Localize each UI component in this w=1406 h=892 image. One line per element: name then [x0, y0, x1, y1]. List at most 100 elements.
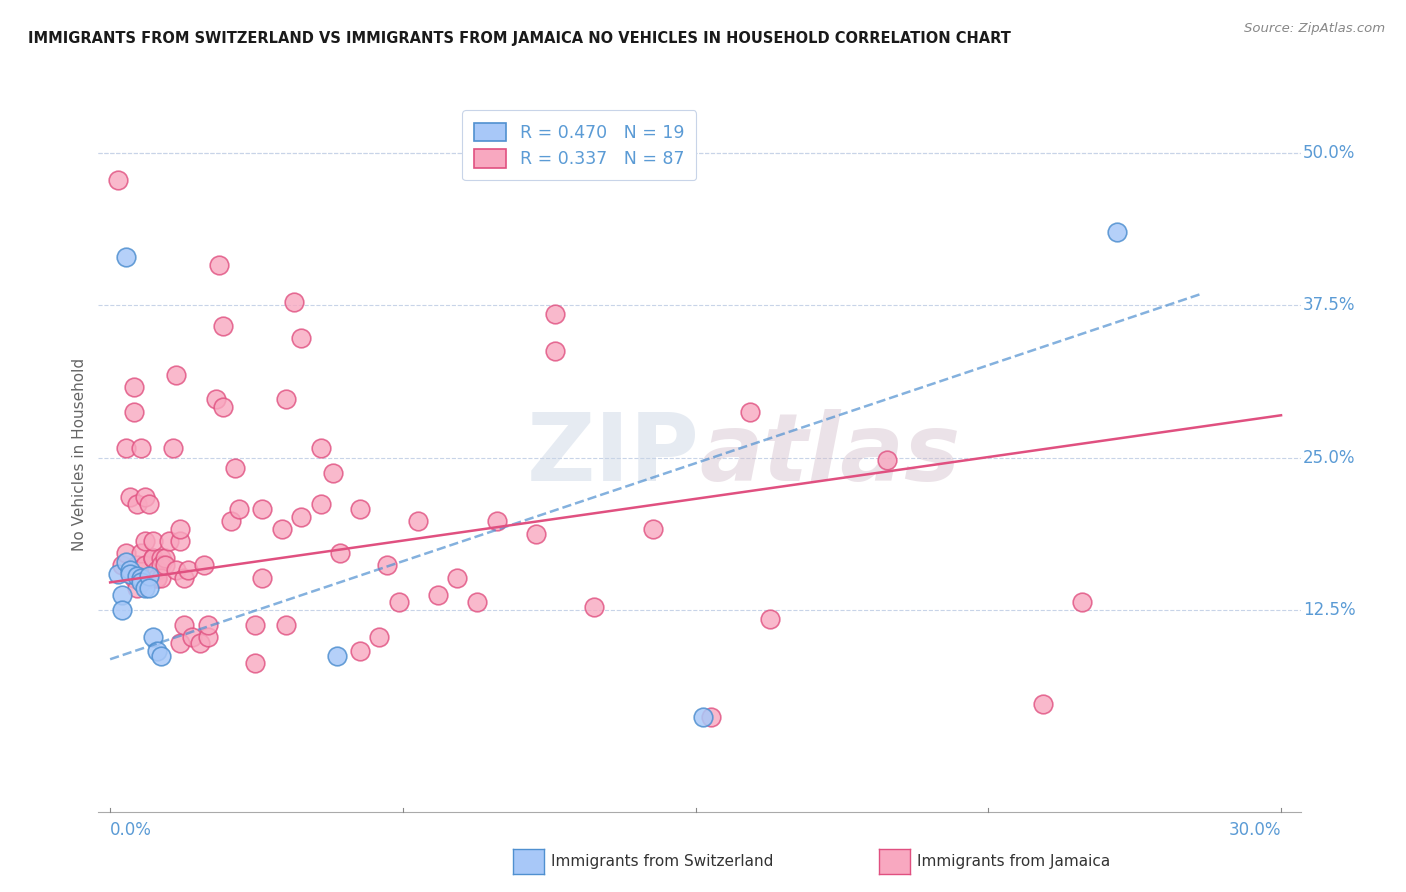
Point — [876, 453, 898, 467]
Point — [138, 570, 160, 584]
Point — [127, 497, 149, 511]
Text: 37.5%: 37.5% — [1303, 296, 1355, 315]
Point — [142, 533, 165, 548]
Point — [349, 643, 371, 657]
Point — [349, 502, 371, 516]
Point — [149, 558, 172, 573]
Point — [114, 546, 136, 560]
Point — [118, 563, 141, 577]
Point — [166, 563, 188, 577]
Point — [169, 522, 191, 536]
Point — [485, 515, 508, 529]
Point — [107, 173, 129, 187]
Point — [309, 441, 332, 455]
Point — [274, 392, 297, 407]
Point — [114, 250, 136, 264]
Text: 25.0%: 25.0% — [1303, 449, 1355, 467]
Point — [122, 404, 145, 418]
Point — [149, 648, 172, 663]
Point — [1032, 698, 1054, 712]
Point — [583, 599, 606, 614]
Point — [146, 563, 169, 577]
Point — [427, 588, 450, 602]
Point — [118, 490, 141, 504]
Point — [138, 582, 160, 596]
Point — [1107, 225, 1129, 239]
Point — [111, 588, 134, 602]
Point — [114, 441, 136, 455]
Point — [134, 533, 156, 548]
Point — [142, 551, 165, 566]
Point — [322, 466, 344, 480]
Point — [641, 522, 664, 536]
Point — [107, 566, 129, 581]
Point — [224, 460, 246, 475]
Point — [368, 630, 391, 644]
Point — [204, 392, 226, 407]
Point — [111, 558, 134, 573]
Point — [544, 343, 567, 358]
Point — [153, 551, 176, 566]
Point — [138, 497, 160, 511]
Point — [228, 502, 250, 516]
Point — [134, 558, 156, 573]
Point — [131, 570, 153, 584]
Point — [166, 368, 188, 382]
Point — [1071, 595, 1094, 609]
Point — [446, 570, 468, 584]
Point — [758, 612, 780, 626]
Point — [127, 569, 149, 583]
Point — [122, 570, 145, 584]
Point — [146, 643, 169, 657]
Point — [146, 570, 169, 584]
Text: Immigrants from Jamaica: Immigrants from Jamaica — [917, 855, 1109, 869]
Point — [162, 441, 184, 455]
Point — [138, 570, 160, 584]
Point — [692, 709, 714, 723]
Point — [524, 526, 547, 541]
Point — [283, 294, 305, 309]
Point — [118, 566, 141, 581]
Point — [134, 582, 156, 596]
Point — [290, 509, 312, 524]
Point — [169, 533, 191, 548]
Point — [142, 551, 165, 566]
Point — [134, 490, 156, 504]
Text: Immigrants from Switzerland: Immigrants from Switzerland — [551, 855, 773, 869]
Y-axis label: No Vehicles in Household: No Vehicles in Household — [72, 359, 87, 551]
Text: 0.0%: 0.0% — [110, 822, 152, 839]
Point — [208, 258, 231, 272]
Point — [375, 558, 398, 573]
Point — [131, 575, 153, 590]
Point — [111, 603, 134, 617]
Point — [329, 546, 352, 560]
Text: atlas: atlas — [699, 409, 960, 501]
Point — [465, 595, 488, 609]
Point — [388, 595, 411, 609]
Point — [544, 307, 567, 321]
Point — [243, 656, 266, 670]
Point — [325, 648, 347, 663]
Text: 50.0%: 50.0% — [1303, 144, 1355, 162]
Point — [252, 570, 274, 584]
Point — [197, 618, 219, 632]
Point — [153, 558, 176, 573]
Text: ZIP: ZIP — [527, 409, 699, 501]
Point — [173, 618, 195, 632]
Point — [188, 636, 211, 650]
Text: 30.0%: 30.0% — [1229, 822, 1281, 839]
Point — [252, 502, 274, 516]
Point — [173, 570, 195, 584]
Text: IMMIGRANTS FROM SWITZERLAND VS IMMIGRANTS FROM JAMAICA NO VEHICLES IN HOUSEHOLD : IMMIGRANTS FROM SWITZERLAND VS IMMIGRANT… — [28, 31, 1011, 46]
Point — [177, 563, 200, 577]
Point — [127, 558, 149, 573]
Point — [149, 570, 172, 584]
Point — [740, 404, 762, 418]
Point — [274, 618, 297, 632]
Point — [146, 570, 169, 584]
Point — [290, 331, 312, 345]
Point — [243, 618, 266, 632]
Point — [212, 400, 235, 414]
Legend: R = 0.470   N = 19, R = 0.337   N = 87: R = 0.470 N = 19, R = 0.337 N = 87 — [463, 111, 696, 180]
Point — [212, 319, 235, 334]
